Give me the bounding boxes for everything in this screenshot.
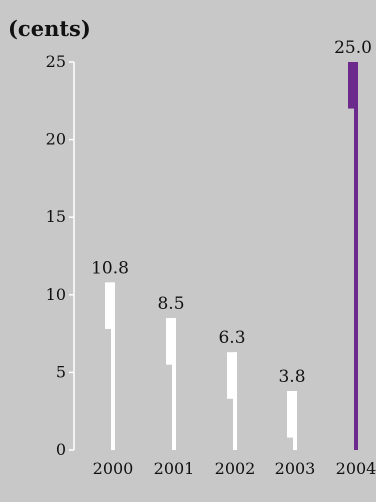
- bar-2001: 8.5: [157, 294, 185, 450]
- bar-stem: [354, 62, 358, 450]
- value-label: 10.8: [91, 258, 129, 278]
- value-label: 3.8: [278, 367, 305, 387]
- y-tick-label: 0: [56, 440, 66, 459]
- bar-top-block: [227, 352, 237, 399]
- bar-top-block: [166, 318, 176, 365]
- y-tick-label: 5: [56, 362, 66, 381]
- bar-stem: [111, 282, 115, 450]
- value-label: 8.5: [157, 294, 184, 314]
- x-tick-label: 2002: [215, 459, 256, 478]
- value-label: 6.3: [218, 328, 245, 348]
- x-tick-label: 2000: [93, 459, 134, 478]
- bar-2004: 25.0: [334, 38, 372, 450]
- bar-2002: 6.3: [218, 328, 246, 450]
- x-axis-labels: 2000 2001 2002 2003 2004: [93, 459, 376, 478]
- x-tick-label: 2004: [336, 459, 376, 478]
- y-tick-label: 15: [46, 207, 66, 226]
- value-label: 25.0: [334, 38, 372, 58]
- x-tick-label: 2001: [154, 459, 195, 478]
- bar-2003: 3.8: [278, 367, 306, 450]
- bars: 10.8 8.5 6.3 3.8 25.0: [91, 38, 372, 450]
- bar-top-block: [348, 62, 358, 109]
- bar-stem: [172, 318, 176, 450]
- bar-top-block: [105, 282, 115, 329]
- bar-stem: [233, 352, 237, 450]
- y-tick-label: 10: [46, 285, 66, 304]
- bar-2000: 10.8: [91, 258, 129, 450]
- y-axis: 0 5 10 15 20 25: [46, 52, 75, 459]
- y-tick-label: 20: [46, 130, 66, 149]
- y-tick-label: 25: [46, 52, 66, 71]
- x-tick-label: 2003: [275, 459, 316, 478]
- bar-top-block: [287, 391, 297, 438]
- y-axis-unit-label: (cents): [8, 16, 91, 41]
